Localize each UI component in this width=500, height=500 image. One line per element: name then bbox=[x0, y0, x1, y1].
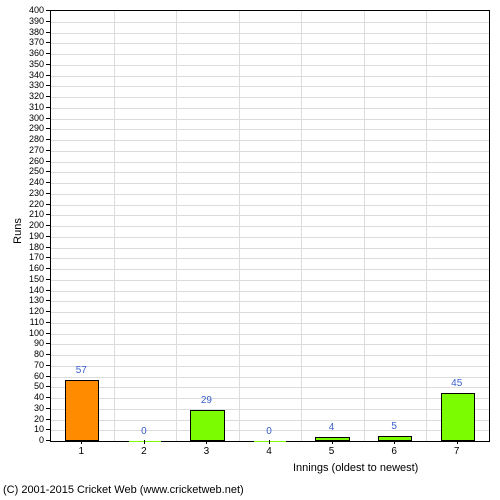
y-tick-label: 60 bbox=[0, 371, 44, 381]
y-tick-label: 0 bbox=[0, 435, 44, 445]
x-tick-label: 5 bbox=[329, 446, 335, 457]
y-tick-label: 320 bbox=[0, 91, 44, 101]
x-tick-label: 4 bbox=[266, 446, 272, 457]
y-tick-label: 350 bbox=[0, 59, 44, 69]
y-tick-label: 310 bbox=[0, 102, 44, 112]
y-tick-label: 10 bbox=[0, 424, 44, 434]
y-tick-label: 270 bbox=[0, 145, 44, 155]
chart-container: 0102030405060708090100110120130140150160… bbox=[0, 0, 500, 500]
y-tick-label: 300 bbox=[0, 113, 44, 123]
bar-value-label: 5 bbox=[391, 421, 397, 432]
y-tick-label: 80 bbox=[0, 349, 44, 359]
y-tick-label: 100 bbox=[0, 328, 44, 338]
y-tick-label: 390 bbox=[0, 16, 44, 26]
y-tick-label: 160 bbox=[0, 263, 44, 273]
plot-area bbox=[50, 10, 490, 442]
bar-value-label: 29 bbox=[201, 395, 212, 406]
y-tick-label: 220 bbox=[0, 199, 44, 209]
x-axis-label: Innings (oldest to newest) bbox=[293, 462, 418, 474]
y-tick-label: 360 bbox=[0, 48, 44, 58]
bar-value-label: 57 bbox=[76, 365, 87, 376]
bar-value-label: 45 bbox=[451, 378, 462, 389]
bar bbox=[315, 437, 349, 441]
y-tick-label: 170 bbox=[0, 252, 44, 262]
bar bbox=[65, 380, 99, 441]
x-tick-label: 6 bbox=[391, 446, 397, 457]
x-tick-label: 2 bbox=[141, 446, 147, 457]
y-tick-label: 120 bbox=[0, 306, 44, 316]
y-tick-label: 50 bbox=[0, 381, 44, 391]
x-tick-label: 1 bbox=[79, 446, 85, 457]
x-tick-label: 7 bbox=[454, 446, 460, 457]
y-tick-label: 150 bbox=[0, 274, 44, 284]
y-tick-label: 140 bbox=[0, 285, 44, 295]
y-tick-label: 130 bbox=[0, 295, 44, 305]
y-tick-label: 20 bbox=[0, 414, 44, 424]
y-tick-label: 240 bbox=[0, 177, 44, 187]
y-tick-label: 290 bbox=[0, 123, 44, 133]
y-tick-label: 280 bbox=[0, 134, 44, 144]
y-tick-label: 110 bbox=[0, 317, 44, 327]
y-tick-label: 90 bbox=[0, 338, 44, 348]
y-tick-label: 330 bbox=[0, 80, 44, 90]
y-tick-label: 250 bbox=[0, 166, 44, 176]
y-tick-label: 380 bbox=[0, 27, 44, 37]
y-tick-label: 260 bbox=[0, 156, 44, 166]
y-tick-label: 370 bbox=[0, 37, 44, 47]
bar bbox=[190, 410, 224, 441]
y-tick-label: 340 bbox=[0, 70, 44, 80]
x-tick-label: 3 bbox=[204, 446, 210, 457]
y-tick-label: 70 bbox=[0, 360, 44, 370]
y-tick-label: 400 bbox=[0, 5, 44, 15]
bar-value-label: 0 bbox=[141, 426, 147, 437]
bar bbox=[441, 393, 475, 441]
y-tick-label: 40 bbox=[0, 392, 44, 402]
y-tick-label: 30 bbox=[0, 403, 44, 413]
bar bbox=[128, 441, 162, 442]
y-tick-label: 230 bbox=[0, 188, 44, 198]
bar-value-label: 4 bbox=[329, 422, 335, 433]
copyright-text: (C) 2001-2015 Cricket Web (www.cricketwe… bbox=[3, 484, 244, 496]
y-axis-label: Runs bbox=[12, 218, 24, 244]
bar-value-label: 0 bbox=[266, 426, 272, 437]
